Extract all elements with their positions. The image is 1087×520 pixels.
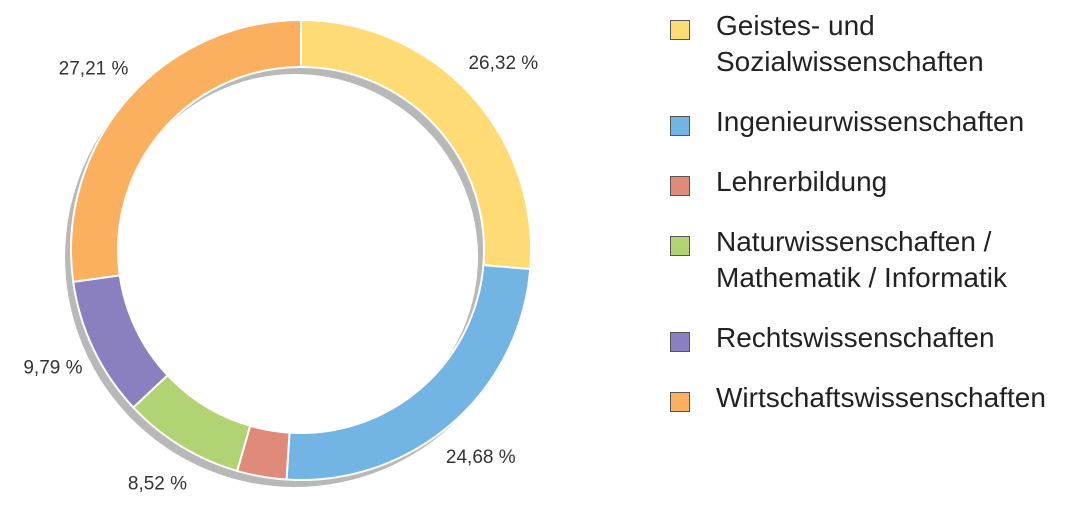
chart: 26,32 %24,68 %3,48 %8,52 %9,79 %27,21 % [23,18,538,495]
legend: Geistes- und Sozialwissenschaften Ingenie… [670,8,1080,440]
legend-swatch [670,236,690,256]
data-label: 26,32 % [468,53,538,74]
legend-label: Wirtschaftswissenschaften [716,382,1046,413]
data-label: 24,68 % [446,447,516,468]
legend-swatch [670,176,690,196]
legend-label: Geistes- und Sozialwissenschaften [716,10,984,77]
data-label: 9,79 % [23,358,82,379]
legend-label: Rechtswissenschaften [716,322,995,353]
legend-swatch [670,332,690,352]
legend-swatch [670,392,690,412]
legend-item: Lehrerbildung [670,164,1080,200]
legend-item: Geistes- und Sozialwissenschaften [670,8,1080,80]
legend-swatch [670,20,690,40]
legend-item: Wirtschaftswissenschaften [670,380,1080,416]
legend-label: Naturwissenschaften / Mathematik / Infor… [716,226,1007,293]
data-label: 27,21 % [59,59,129,80]
legend-label: Ingenieurwissenschaften [716,106,1025,137]
legend-item: Naturwissenschaften / Mathematik / Infor… [670,224,1080,296]
donut-segment [70,18,302,283]
legend-label: Lehrerbildung [716,166,888,197]
legend-item: Ingenieurwissenschaften [670,104,1080,140]
data-label: 8,52 % [128,474,187,495]
legend-item: Rechtswissenschaften [670,320,1080,356]
legend-swatch [670,116,690,136]
